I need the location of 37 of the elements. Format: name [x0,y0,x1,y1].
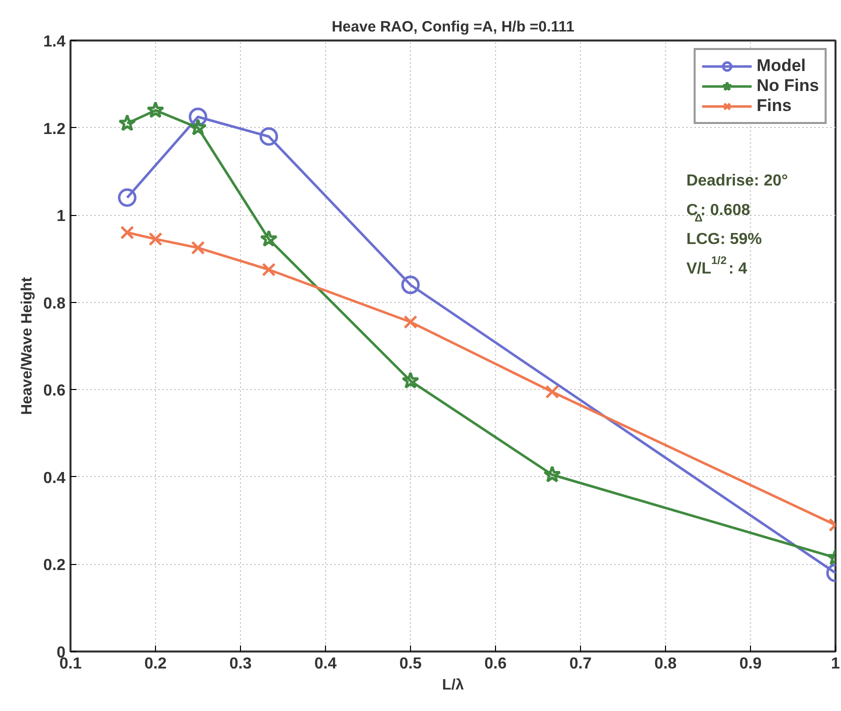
x-tick-label: 0.8 [654,656,677,672]
y-tick-label: 0.2 [43,557,66,574]
x-tick-label: 1 [831,656,840,672]
point [404,315,418,329]
legend-label: No Fins [756,76,819,96]
point [189,118,207,136]
x-tick-label: 0.5 [399,656,422,672]
x-tick-label: 0.6 [484,656,507,672]
x-tick-label: 0.7 [569,656,592,672]
x-tick-label: 0.4 [314,656,337,672]
point [118,114,136,132]
chart-title: Heave RAO, Config =A, H/b =0.111 [332,18,574,36]
point [260,127,278,146]
point [118,188,136,207]
legend-label: Model [756,56,806,76]
y-axis-title: Heave/Wave Height [18,277,36,415]
point [148,232,162,246]
y-tick-label: 1.4 [43,34,66,50]
point [120,226,134,240]
point [146,101,164,118]
point [401,276,420,294]
y-tick-label: 1 [56,208,66,226]
x-tick-label: 0.9 [739,656,762,672]
y-tick-label: 0.6 [43,382,66,400]
x-tick-label: 0.3 [229,656,252,672]
y-tick-label: 1.2 [43,120,66,138]
y-tick-label: 0.8 [43,295,66,312]
point [402,372,420,389]
y-tick-label: 0.4 [43,470,66,487]
annotation: LCG: 59% [686,231,762,248]
point [191,240,205,255]
x-axis-title: L/λ [442,676,464,694]
x-tick-label: 0.2 [144,656,167,672]
legend-label: Fins [756,96,792,116]
annotation: Deadrise: 20° [686,172,788,190]
point [260,230,278,247]
point [262,262,276,277]
